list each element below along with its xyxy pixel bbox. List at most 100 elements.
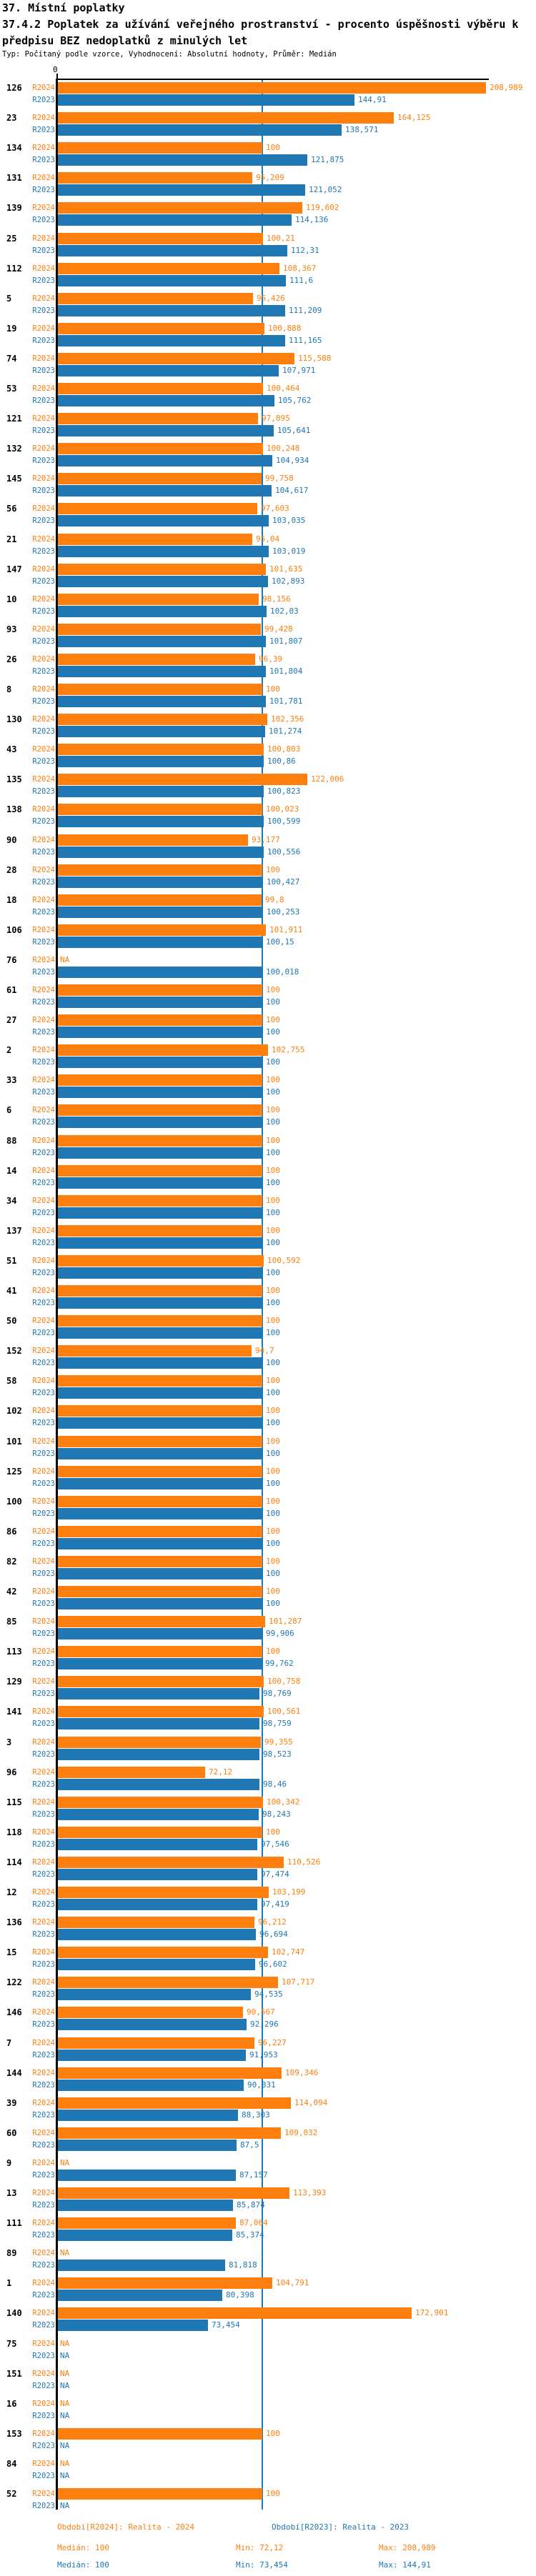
value-bar-r2024 xyxy=(57,82,486,94)
value-bar-r2023 xyxy=(57,1839,257,1850)
value-label-r2023: 81,818 xyxy=(229,2260,257,2270)
value-bar-r2023 xyxy=(57,515,269,526)
value-label-r2023: 121,052 xyxy=(309,185,342,194)
series-label-r2023: R2023 xyxy=(32,2321,55,2330)
value-label-r2024: 97,603 xyxy=(261,504,289,513)
series-label-r2024: R2024 xyxy=(32,775,55,784)
value-bar-r2023 xyxy=(57,606,267,617)
value-label-r2024: 100,248 xyxy=(267,444,300,453)
row-id-label: 96 xyxy=(6,1767,17,1777)
row-id-label: 33 xyxy=(6,1075,17,1085)
value-label-r2023: 100 xyxy=(266,1599,280,1608)
value-label-r2023: 97,419 xyxy=(261,1899,289,1909)
series-label-r2024: R2024 xyxy=(32,1167,55,1175)
value-bar-r2024 xyxy=(57,2007,243,2018)
value-bar-r2024 xyxy=(57,1827,262,1838)
value-label-r2023: 100,253 xyxy=(267,907,300,917)
value-bar-r2023 xyxy=(57,997,262,1008)
value-bar-r2024 xyxy=(57,1586,262,1597)
value-bar-r2023 xyxy=(57,455,272,466)
value-bar-r2024 xyxy=(57,1887,269,1898)
value-label-r2023: 90,831 xyxy=(247,2080,276,2090)
value-label-r2024: NA xyxy=(60,955,70,964)
series-label-r2024: R2024 xyxy=(32,2189,55,2197)
value-label-r2024: 100 xyxy=(266,1316,280,1325)
value-label-r2023: 111,6 xyxy=(289,276,314,285)
series-label-r2023: R2023 xyxy=(32,156,55,164)
series-label-r2024: R2024 xyxy=(32,264,55,273)
row-id-label: 15 xyxy=(6,1947,17,1957)
value-label-r2024: NA xyxy=(60,2399,70,2408)
row-id-label: 39 xyxy=(6,2098,17,2108)
value-label-r2023: 100 xyxy=(266,1328,280,1337)
row-id-label: 122 xyxy=(6,1977,22,1987)
series-label-r2023: R2023 xyxy=(32,2412,55,2420)
series-label-r2023: R2023 xyxy=(32,396,55,405)
row-id-label: 106 xyxy=(6,925,22,935)
value-label-r2023: 99,906 xyxy=(266,1629,294,1638)
series-label-r2024: R2024 xyxy=(32,1317,55,1325)
value-label-r2023: 105,762 xyxy=(278,396,312,405)
value-label-r2023: 100,599 xyxy=(267,817,301,826)
x-axis-line xyxy=(56,79,489,80)
value-bar-r2024 xyxy=(57,1225,262,1237)
series-label-r2024: R2024 xyxy=(32,1347,55,1355)
value-bar-r2023 xyxy=(57,937,262,948)
row-id-label: 101 xyxy=(6,1437,22,1447)
row-id-label: 90 xyxy=(6,835,17,845)
value-label-r2024: 164,125 xyxy=(397,113,431,122)
value-bar-r2023 xyxy=(57,425,274,436)
series-label-r2023: R2023 xyxy=(32,1118,55,1127)
series-label-r2024: R2024 xyxy=(32,1828,55,1837)
value-bar-r2024 xyxy=(57,2187,289,2199)
series-label-r2024: R2024 xyxy=(32,1738,55,1747)
value-label-r2024: 94,7 xyxy=(255,1346,274,1355)
row-id-label: 84 xyxy=(6,2459,17,2469)
value-bar-r2024 xyxy=(57,473,262,484)
value-bar-r2023 xyxy=(57,1448,262,1459)
row-id-label: 139 xyxy=(6,203,22,213)
value-label-r2023: 138,571 xyxy=(345,125,379,134)
row-id-label: 82 xyxy=(6,1557,17,1567)
value-bar-r2023 xyxy=(57,335,285,346)
value-label-r2024: 102,356 xyxy=(271,714,304,724)
value-bar-r2023 xyxy=(57,305,285,316)
row-id-label: 88 xyxy=(6,1136,17,1146)
series-label-r2024: R2024 xyxy=(32,1437,55,1446)
series-label-r2024: R2024 xyxy=(32,2219,55,2227)
value-bar-r2024 xyxy=(57,2277,272,2289)
value-label-r2024: 208,989 xyxy=(490,83,523,92)
series-label-r2024: R2024 xyxy=(32,1707,55,1716)
value-bar-r2023 xyxy=(57,1929,256,1940)
value-label-r2023: 100 xyxy=(266,1268,280,1277)
series-label-r2024: R2024 xyxy=(32,2490,55,2498)
row-id-label: 112 xyxy=(6,264,22,274)
value-bar-r2023 xyxy=(57,184,305,196)
value-bar-r2023 xyxy=(57,666,266,677)
row-id-label: 26 xyxy=(6,654,17,664)
value-bar-r2024 xyxy=(57,1135,262,1147)
row-id-label: 13 xyxy=(6,2188,17,2198)
value-bar-r2024 xyxy=(57,654,255,665)
value-bar-r2023 xyxy=(57,756,264,767)
row-id-label: 113 xyxy=(6,1647,22,1657)
value-label-r2024: 96,227 xyxy=(258,2038,287,2047)
series-label-r2024: R2024 xyxy=(32,384,55,393)
value-bar-r2023 xyxy=(57,1478,262,1489)
series-label-r2024: R2024 xyxy=(32,715,55,724)
series-label-r2024: R2024 xyxy=(32,1978,55,1987)
value-label-r2024: 100 xyxy=(266,1286,280,1295)
value-label-r2024: 100 xyxy=(266,2489,280,2498)
series-label-r2024: R2024 xyxy=(32,1677,55,1686)
value-label-r2024: 101,911 xyxy=(269,925,303,934)
value-bar-r2024 xyxy=(57,2217,236,2229)
value-label-r2024: 100 xyxy=(266,1105,280,1114)
legend-median-r2023: Medián: 100 xyxy=(57,2560,109,2570)
value-label-r2023: 100 xyxy=(266,1539,280,1548)
value-label-r2023: 105,641 xyxy=(277,426,311,435)
value-label-r2024: 98,156 xyxy=(262,594,291,604)
value-label-r2023: 100,556 xyxy=(267,847,301,857)
value-bar-r2023 xyxy=(57,1237,262,1249)
value-bar-r2024 xyxy=(57,1496,262,1507)
row-id-label: 23 xyxy=(6,113,17,123)
